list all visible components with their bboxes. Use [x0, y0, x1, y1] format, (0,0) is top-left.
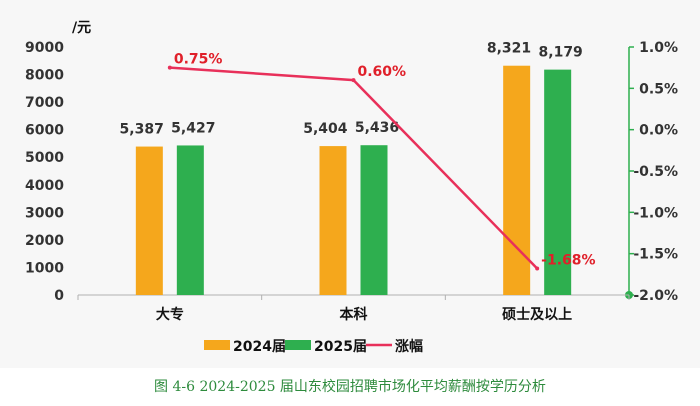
line-涨幅: [169, 66, 539, 270]
bar-2024届-本科: [319, 146, 347, 295]
right-tick-label: 0.5%: [639, 81, 678, 97]
y-axis-unit: /元: [72, 20, 91, 36]
bar-value-label: 5,427: [171, 120, 215, 136]
line-point: [351, 78, 356, 83]
right-tick-label: 0.0%: [639, 123, 678, 139]
right-tick-label: -0.5%: [633, 164, 678, 180]
left-tick-label: 0: [54, 288, 64, 304]
left-tick-label: 5000: [25, 150, 64, 166]
line-value-label: 0.60%: [358, 64, 407, 80]
bar-value-label: 8,321: [487, 41, 531, 57]
left-tick-label: 4000: [25, 178, 64, 194]
left-tick-label: 3000: [25, 205, 64, 221]
right-tick-label: -1.0%: [633, 205, 678, 221]
line-value-label: 0.75%: [174, 52, 223, 68]
line-point: [167, 65, 172, 70]
legend-swatch-2024届: [204, 340, 230, 350]
legend-label: 涨幅: [395, 338, 423, 355]
legend-swatch-2025届: [285, 340, 311, 350]
right-tick-label: 1.0%: [639, 40, 678, 56]
left-tick-label: 7000: [25, 95, 64, 111]
legend-label: 2024届: [233, 339, 286, 355]
legend-label: 2025届: [314, 339, 367, 355]
line-value-label: -1.68%: [541, 253, 595, 269]
category-label: 硕士及以上: [502, 306, 572, 323]
right-tick-label: -1.5%: [633, 247, 678, 263]
right-tick-label: -2.0%: [633, 288, 678, 304]
bar-value-label: 5,436: [355, 120, 399, 136]
bar-2025届-硕士及以上: [544, 69, 572, 295]
bar-2025届-本科: [360, 145, 388, 295]
left-tick-label: 2000: [25, 233, 64, 249]
bar-value-label: 8,179: [539, 45, 583, 61]
line-point: [535, 266, 540, 271]
bar-2024届-大专: [135, 146, 163, 295]
bar-2025届-大专: [176, 145, 204, 295]
chart-svg: 0 1000 2000 3000 4000 5000 6000 7000 8000 9000 1.…: [25, 20, 678, 355]
chart-area: 0 1000 2000 3000 4000 5000 6000 7000 8000 9000 1.…: [25, 20, 678, 355]
figure-caption: 图 4-6 2024-2025 届山东校园招聘市场化平均薪酬按学历分析: [154, 379, 546, 395]
left-tick-label: 1000: [25, 260, 64, 276]
category-label: 大专: [156, 306, 184, 323]
left-tick-label: 6000: [25, 123, 64, 139]
left-tick-label: 9000: [25, 40, 64, 56]
category-label: 本科: [340, 306, 368, 323]
bar-value-label: 5,387: [120, 122, 164, 138]
bar-2024届-硕士及以上: [503, 65, 531, 295]
bar-value-label: 5,404: [303, 121, 348, 137]
left-tick-label: 8000: [25, 68, 64, 84]
